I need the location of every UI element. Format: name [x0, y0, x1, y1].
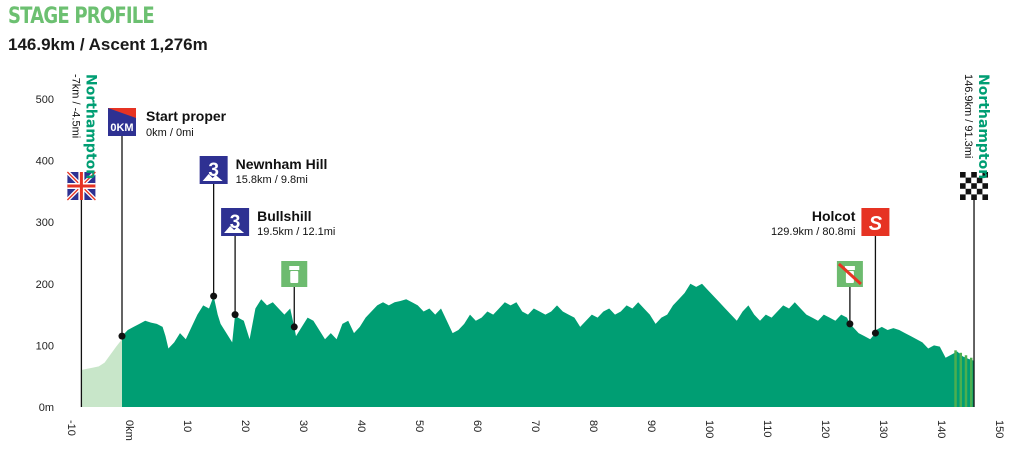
flag-square: [982, 172, 989, 178]
x-tick-label: 70: [529, 420, 541, 432]
marker-start: 0KM Start proper 0km / 0mi: [108, 108, 227, 340]
y-tick-label: 0m: [39, 402, 54, 414]
town-name: Northampton: [975, 74, 991, 179]
marker-dot: [846, 320, 854, 328]
marker-sprint: S Holcot 129.9km / 80.8mi: [771, 208, 890, 337]
climb-category: 3: [208, 160, 219, 181]
x-tick-label: 20: [239, 420, 251, 432]
marker-dot: [210, 292, 218, 300]
climb-category: 3: [230, 212, 241, 233]
x-tick-label: 80: [587, 420, 599, 432]
bottle-icon: [844, 266, 855, 270]
x-tick-label: 100: [703, 420, 715, 438]
town-name: Northampton: [82, 74, 98, 179]
start-town: Northampton-7km / -4.5mi: [65, 74, 98, 407]
finish-stripe: [959, 352, 963, 407]
marker-climb: 3 Bullshill 19.5km / 12.1mi: [221, 208, 335, 319]
flag-square: [960, 194, 966, 200]
marker-name: Holcot: [812, 208, 856, 224]
town-distance: -7km / -4.5mi: [69, 74, 81, 138]
y-tick-label: 300: [36, 217, 54, 229]
x-tick-label: 40: [355, 420, 367, 432]
stage-subtitle: 146.9km / Ascent 1,276m: [8, 35, 208, 54]
flag-square: [976, 188, 983, 195]
finish-stripe: [954, 350, 957, 407]
flag-stripe: [108, 108, 136, 118]
marker-name: Bullshill: [257, 208, 311, 224]
x-tick-label: 0km: [123, 420, 135, 441]
marker-climb: 3 Newnham Hill 15.8km / 9.8mi: [199, 156, 328, 300]
marker-dot: [231, 311, 239, 319]
x-tick-label: 120: [819, 420, 831, 438]
profile-area: [122, 283, 975, 407]
flag-square: [982, 194, 989, 200]
marker-feed: [281, 261, 308, 331]
x-tick-label: 90: [645, 420, 657, 432]
y-tick-label: 200: [36, 279, 54, 291]
x-tick-label: 10: [181, 420, 193, 432]
flag-square: [960, 183, 966, 189]
bottle-icon: [289, 266, 300, 270]
x-tick-label: 60: [471, 420, 483, 432]
marker-name: Start proper: [146, 108, 227, 124]
sprint-badge: [861, 208, 890, 236]
flag-square: [960, 172, 966, 178]
marker-distance: 129.9km / 80.8mi: [771, 226, 855, 238]
marker-dot: [290, 323, 298, 331]
flag-square: [976, 177, 983, 184]
marker-name: Newnham Hill: [236, 156, 328, 172]
marker-nofeed: [836, 261, 863, 328]
marker-distance: 0km / 0mi: [146, 127, 194, 139]
x-tick-label: 140: [935, 420, 947, 438]
prohibited-icon: [837, 262, 862, 286]
flag-square: [965, 177, 972, 184]
x-tick-label: 130: [877, 420, 889, 438]
flag-stripe: [67, 184, 96, 188]
flag-square: [965, 188, 972, 195]
y-tick-label: 100: [36, 340, 54, 352]
flag-square: [971, 172, 977, 178]
flag-square: [982, 183, 989, 189]
marker-dot: [118, 332, 126, 340]
town-distance: 146.9km / 91.3mi: [962, 74, 974, 158]
x-tick-label: 150: [993, 420, 1005, 438]
x-tick-label: 50: [413, 420, 425, 432]
mountain-icon: [202, 174, 223, 181]
neutral-zone-area: [81, 336, 124, 407]
y-tick-label: 400: [36, 156, 54, 168]
sprint-badge-label: S: [869, 213, 883, 235]
marker-dot: [871, 329, 879, 337]
flag-square: [971, 183, 977, 189]
bottle-icon: [290, 271, 299, 283]
flag-square: [971, 194, 977, 200]
marker-distance: 15.8km / 9.8mi: [236, 174, 308, 186]
y-tick-label: 500: [36, 94, 54, 106]
marker-distance: 19.5km / 12.1mi: [257, 226, 335, 238]
x-tick-label: 110: [761, 420, 773, 438]
finish-stripe: [969, 357, 973, 407]
start-badge-label: 0KM: [110, 122, 133, 134]
x-tick-label: -10: [65, 420, 77, 436]
page-title: STAGE PROFILE: [8, 4, 155, 29]
mountain-icon: [224, 226, 245, 233]
x-tick-label: 30: [297, 420, 309, 432]
finish-stripe: [964, 355, 968, 407]
